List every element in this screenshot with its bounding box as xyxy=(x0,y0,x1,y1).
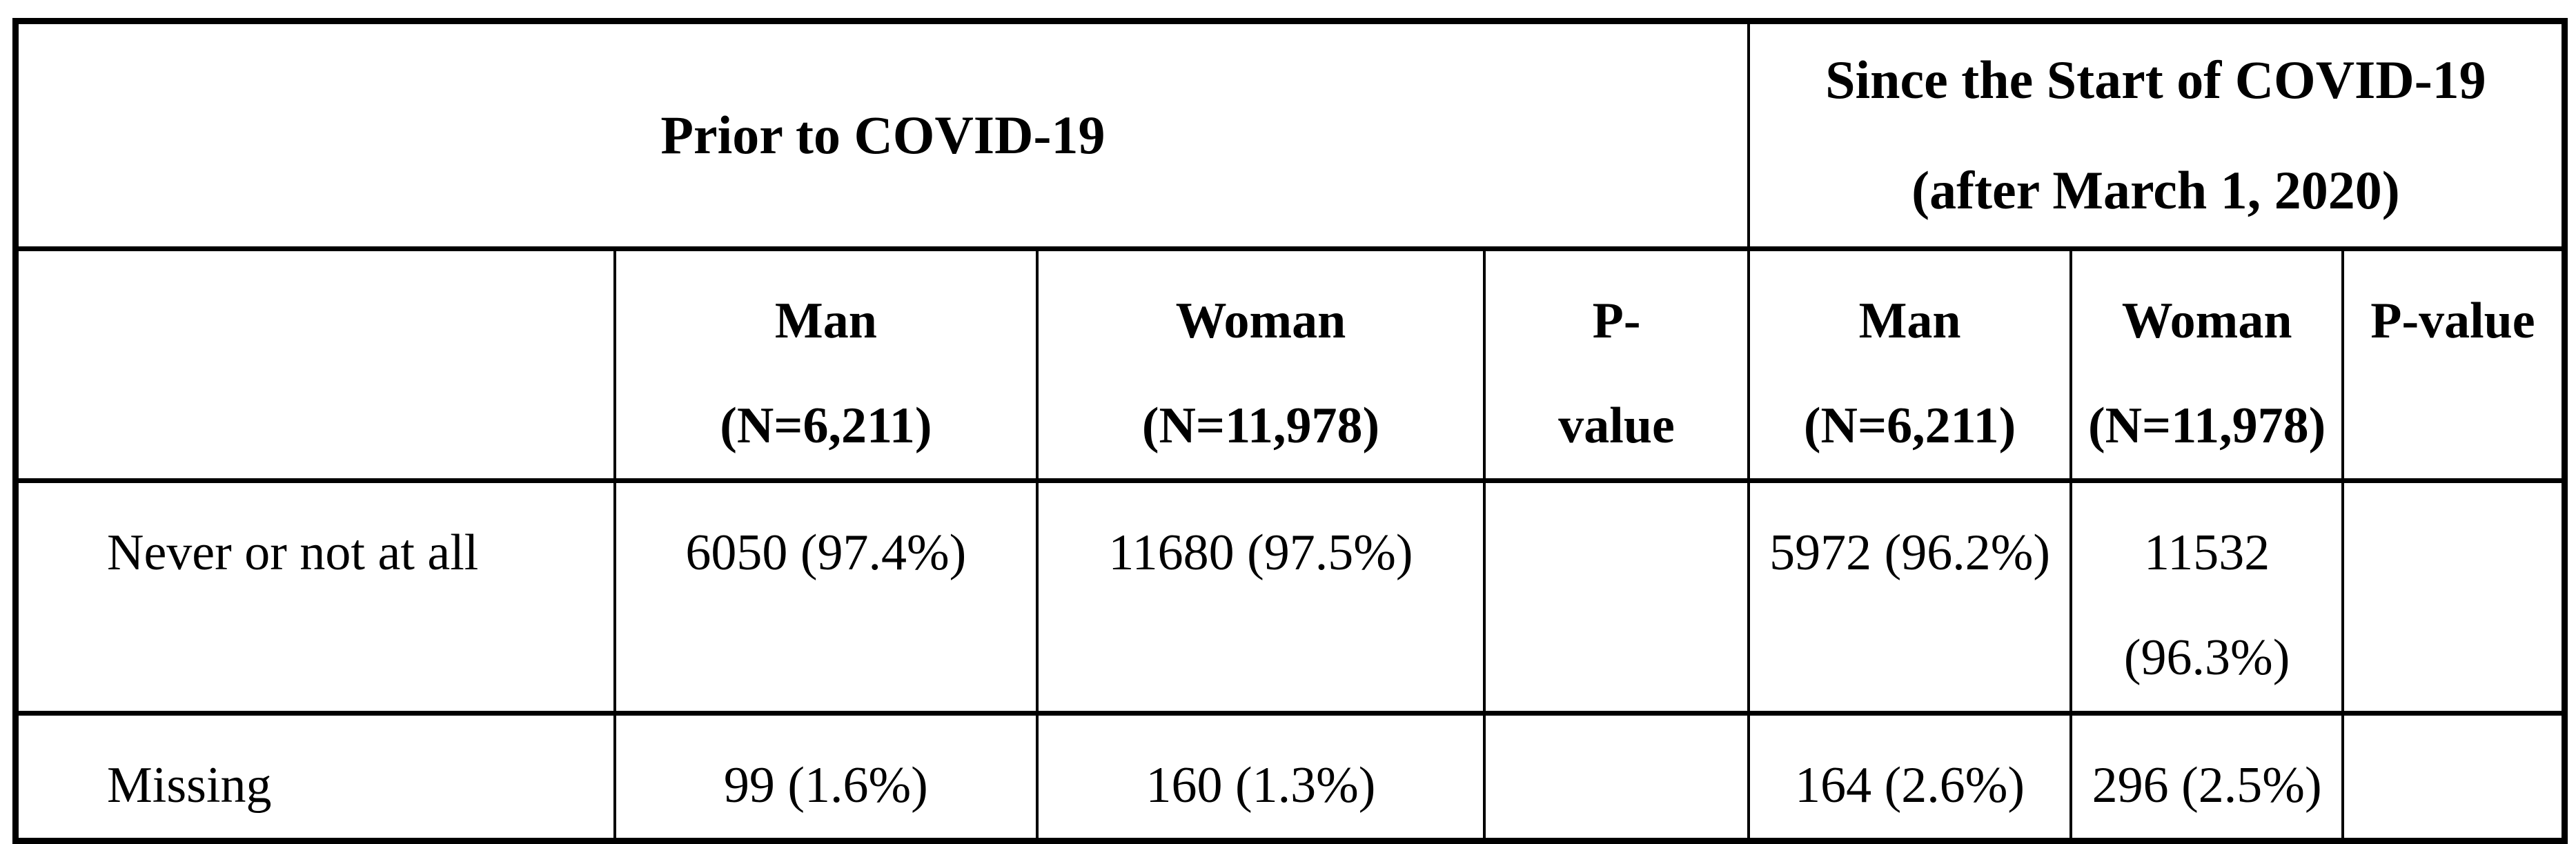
table-row-never: Never or not at all 6050 (97.4%) 11680 (… xyxy=(14,478,2566,716)
column-header-man-prior: Man (N=6,211) xyxy=(613,246,1039,484)
group-header-since-covid: Since the Start of COVID-19 (after March … xyxy=(1747,19,2566,251)
row-label-never-or-not-at-all: Never or not at all xyxy=(14,478,617,716)
cell-never-man-since: 5972 (96.2%) xyxy=(1747,478,2073,716)
cell-missing-pvalue-prior xyxy=(1483,710,1750,844)
column-header-woman-prior: Woman (N=11,978) xyxy=(1035,246,1486,484)
column-header-row: Man (N=6,211) Woman (N=11,978) P-value Man… xyxy=(14,246,2566,484)
cell-missing-pvalue-since xyxy=(2341,710,2566,844)
cell-missing-woman-since: 296 (2.5%) xyxy=(2069,710,2344,844)
cell-missing-woman-prior: 160 (1.3%) xyxy=(1035,710,1486,844)
cell-never-pvalue-prior xyxy=(1483,478,1750,716)
column-header-woman-since: Woman (N=11,978) xyxy=(2069,246,2344,484)
cell-never-woman-since: 11532 (96.3%) xyxy=(2069,478,2344,716)
column-header-pvalue-since: P-value xyxy=(2341,246,2566,484)
column-header-pvalue-prior: P-value xyxy=(1483,246,1750,484)
group-header-prior-covid: Prior to COVID-19 xyxy=(14,19,1750,251)
column-header-stub xyxy=(14,246,617,484)
table-row-missing: Missing 99 (1.6%) 160 (1.3%) 164 (2.6%) … xyxy=(14,710,2566,844)
group-header-row: Prior to COVID-19 Since the Start of COV… xyxy=(14,19,2566,251)
row-label-missing: Missing xyxy=(14,710,617,844)
cell-missing-man-since: 164 (2.6%) xyxy=(1747,710,2073,844)
covid-comparison-table: Prior to COVID-19 Since the Start of COV… xyxy=(12,18,2568,844)
cell-never-woman-prior: 11680 (97.5%) xyxy=(1035,478,1486,716)
cell-missing-man-prior: 99 (1.6%) xyxy=(613,710,1039,844)
column-header-man-since: Man (N=6,211) xyxy=(1747,246,2073,484)
cell-never-man-prior: 6050 (97.4%) xyxy=(613,478,1039,716)
cell-never-pvalue-since xyxy=(2341,478,2566,716)
